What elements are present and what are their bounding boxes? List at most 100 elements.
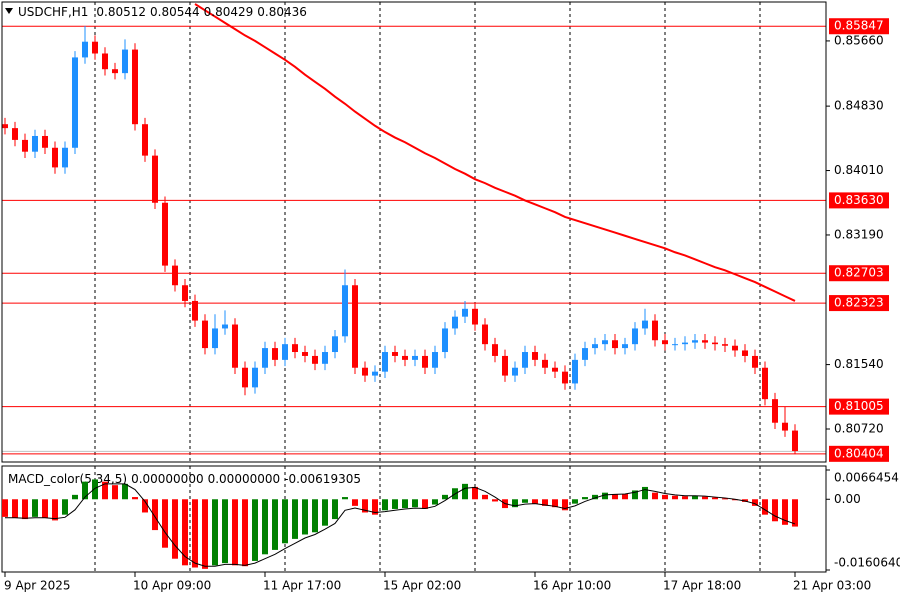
candle-body (352, 285, 358, 368)
macd-bar (122, 483, 128, 500)
macd-bar (212, 499, 218, 566)
candle-body (462, 308, 468, 317)
candle-body (612, 340, 618, 349)
candle-body (72, 57, 78, 148)
macd-bar (632, 490, 638, 500)
macd-bar (552, 499, 558, 508)
macd-bar (152, 499, 158, 531)
macd-bar (542, 499, 548, 506)
macd-bar (592, 494, 598, 500)
candle-body (42, 135, 48, 148)
macd-bar (392, 499, 398, 509)
macd-bar (792, 499, 798, 527)
macd-bar (312, 499, 318, 533)
header-value: 0.80544 (150, 5, 200, 19)
main-layer (2, 3, 826, 455)
moving-average (194, 3, 796, 302)
indicator-header: MACD_color(5,34,5) 0.00000000 0.00000000 -0… (8, 472, 361, 486)
candle-body (572, 359, 578, 384)
macd-bar (682, 496, 688, 500)
macd-bar (372, 499, 378, 515)
main-frame (1, 1, 827, 463)
candle-body (312, 355, 318, 364)
candle-body (742, 350, 748, 356)
level-label: 0.85847 (834, 19, 884, 33)
candle-body (712, 342, 718, 345)
candle-body (362, 367, 368, 376)
level-label-box (829, 192, 889, 209)
candle-body (212, 328, 218, 349)
candle-body (142, 124, 148, 156)
candle-body (402, 355, 408, 360)
macd-bar (382, 499, 388, 511)
candle-body (682, 342, 688, 345)
macd-bar (672, 495, 678, 500)
candle-body (272, 348, 278, 360)
macd-bar (482, 494, 488, 500)
x-tick-label: 16 Apr 10:00 (533, 579, 611, 593)
macd-bar (772, 499, 778, 522)
candle-body (122, 49, 128, 74)
macd-bar (72, 494, 78, 500)
indicator-header-value: 0.00000000 (208, 472, 281, 486)
candle-body (702, 340, 708, 343)
candle-body (172, 265, 178, 286)
macd-bar (62, 499, 68, 515)
macd-bar (782, 499, 788, 525)
y-tick-label: 0.81540 (834, 357, 884, 371)
macd-bar (32, 499, 38, 517)
candle-body (242, 367, 248, 388)
candle-body (472, 308, 478, 325)
candle-body (792, 430, 798, 452)
macd-bar (352, 499, 358, 506)
candle-body (412, 355, 418, 360)
macd-bar (282, 499, 288, 544)
macd-bar (572, 499, 578, 504)
macd-bar (422, 499, 428, 509)
candle-body (342, 285, 348, 337)
candle-body (592, 344, 598, 349)
candle-body (662, 340, 668, 345)
x-tick-label: 21 Apr 03:00 (793, 579, 871, 593)
macd-bar (182, 499, 188, 566)
header-value: 0.80429 (204, 5, 254, 19)
y-tick-label: 0.84010 (834, 163, 884, 177)
candle-body (532, 352, 538, 360)
macd-bar (222, 499, 228, 564)
macd-bar (342, 497, 348, 500)
macd-bar (142, 499, 148, 513)
level-label: 0.83630 (834, 193, 884, 207)
header-value: 0.80436 (257, 5, 307, 19)
candle-body (372, 371, 378, 376)
candle-body (632, 328, 638, 345)
macd-bar (272, 499, 278, 550)
indicator-header-value: -0.00619305 (284, 472, 361, 486)
candle-body (722, 344, 728, 346)
macd-bar (262, 499, 268, 555)
macd-bar (102, 481, 108, 500)
candle-body (182, 285, 188, 301)
macd-bar (362, 499, 368, 513)
level-label-box (829, 398, 889, 415)
macd-bar (602, 492, 608, 500)
candle-body (2, 124, 8, 129)
macd-bar (512, 499, 518, 508)
level-label: 0.82323 (834, 296, 884, 310)
candle-body (12, 128, 18, 140)
macd-bar (692, 495, 698, 500)
x-tick-label: 10 Apr 09:00 (133, 579, 211, 593)
menu-icon (5, 8, 13, 14)
header-value: 0.80512 (96, 5, 146, 19)
macd-bar (132, 497, 138, 500)
macd-bar (612, 493, 618, 500)
candle-body (552, 367, 558, 372)
candle-body (482, 324, 488, 345)
candle-body (452, 316, 458, 329)
macd-bar (472, 486, 478, 500)
candle-body (102, 53, 108, 70)
macd-bar (92, 479, 98, 500)
x-tick-label: 17 Apr 18:00 (663, 579, 741, 593)
candle-body (82, 41, 88, 58)
candle-body (422, 355, 428, 368)
